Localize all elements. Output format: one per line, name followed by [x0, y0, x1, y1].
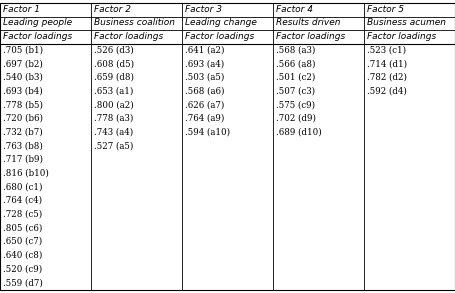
- Text: .763 (b8): .763 (b8): [3, 141, 43, 150]
- Text: Factor loadings: Factor loadings: [3, 32, 72, 41]
- Text: .778 (a3): .778 (a3): [94, 114, 133, 123]
- Text: Factor 3: Factor 3: [185, 5, 222, 13]
- Text: .540 (b3): .540 (b3): [3, 73, 43, 82]
- Text: .520 (c9): .520 (c9): [3, 264, 42, 273]
- Text: .782 (d2): .782 (d2): [367, 73, 407, 82]
- Text: .693 (b4): .693 (b4): [3, 87, 42, 96]
- Text: Leading people: Leading people: [3, 18, 72, 27]
- Text: Business acumen: Business acumen: [367, 18, 446, 27]
- Text: .650 (c7): .650 (c7): [3, 237, 42, 246]
- Text: .626 (a7): .626 (a7): [185, 100, 224, 109]
- Text: .697 (b2): .697 (b2): [3, 59, 43, 68]
- Text: Factor loadings: Factor loadings: [94, 32, 163, 41]
- Text: .816 (b10): .816 (b10): [3, 169, 49, 178]
- Text: Factor loadings: Factor loadings: [367, 32, 436, 41]
- Text: Business coalition: Business coalition: [94, 18, 175, 27]
- Text: Leading change: Leading change: [185, 18, 257, 27]
- Text: Results driven: Results driven: [276, 18, 340, 27]
- Text: .764 (c4): .764 (c4): [3, 196, 42, 205]
- Text: .503 (a5): .503 (a5): [185, 73, 224, 82]
- Text: Factor loadings: Factor loadings: [185, 32, 254, 41]
- Text: .805 (c6): .805 (c6): [3, 223, 42, 232]
- Text: .640 (c8): .640 (c8): [3, 251, 42, 260]
- Text: .732 (b7): .732 (b7): [3, 128, 42, 137]
- Text: .778 (b5): .778 (b5): [3, 100, 43, 109]
- Text: .559 (d7): .559 (d7): [3, 278, 43, 287]
- Text: .728 (c5): .728 (c5): [3, 210, 42, 219]
- Text: .743 (a4): .743 (a4): [94, 128, 133, 137]
- Text: .693 (a4): .693 (a4): [185, 59, 224, 68]
- Text: Factor 4: Factor 4: [276, 5, 313, 13]
- Text: .575 (c9): .575 (c9): [276, 100, 315, 109]
- Text: .717 (b9): .717 (b9): [3, 155, 43, 164]
- Text: .592 (d4): .592 (d4): [367, 87, 407, 96]
- Text: Factor 5: Factor 5: [367, 5, 404, 13]
- Text: .714 (d1): .714 (d1): [367, 59, 407, 68]
- Text: .680 (c1): .680 (c1): [3, 182, 42, 191]
- Text: .689 (d10): .689 (d10): [276, 128, 322, 137]
- Text: .526 (d3): .526 (d3): [94, 46, 133, 54]
- Text: .702 (d9): .702 (d9): [276, 114, 316, 123]
- Text: Factor loadings: Factor loadings: [276, 32, 345, 41]
- Text: .568 (a3): .568 (a3): [276, 46, 315, 54]
- Text: .501 (c2): .501 (c2): [276, 73, 315, 82]
- Text: .800 (a2): .800 (a2): [94, 100, 133, 109]
- Text: .608 (d5): .608 (d5): [94, 59, 134, 68]
- Text: .720 (b6): .720 (b6): [3, 114, 43, 123]
- Text: .653 (a1): .653 (a1): [94, 87, 133, 96]
- Text: .507 (c3): .507 (c3): [276, 87, 315, 96]
- Text: Factor 2: Factor 2: [94, 5, 131, 13]
- Text: .764 (a9): .764 (a9): [185, 114, 224, 123]
- Text: .659 (d8): .659 (d8): [94, 73, 134, 82]
- Text: .641 (a2): .641 (a2): [185, 46, 224, 54]
- Text: Factor 1: Factor 1: [3, 5, 40, 13]
- Text: .705 (b1): .705 (b1): [3, 46, 43, 54]
- Text: .527 (a5): .527 (a5): [94, 141, 133, 150]
- Text: .523 (c1): .523 (c1): [367, 46, 406, 54]
- Text: .594 (a10): .594 (a10): [185, 128, 230, 137]
- Text: .568 (a6): .568 (a6): [185, 87, 224, 96]
- Text: .566 (a8): .566 (a8): [276, 59, 315, 68]
